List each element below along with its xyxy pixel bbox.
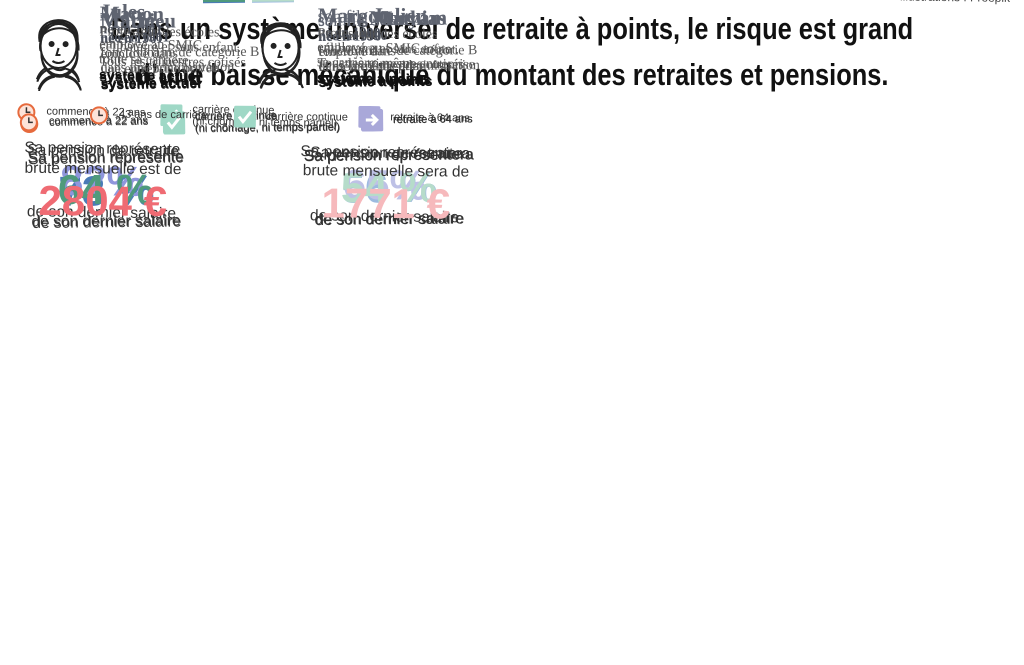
badge-text: carrière continue [266,111,348,124]
badge: carrière continue(ni chômage, ni temps p… [162,109,340,134]
clock-icon [89,106,108,125]
badge-line: carrière continue [265,110,348,124]
pension-label: Sa pension de retraite [27,141,180,161]
person-name: Margot [317,3,386,28]
headline-line: Dans un système universel de retraite à … [110,11,914,46]
pension-bar [251,0,295,2]
person-icon [249,10,312,85]
pension-block: Sa pension de retraite brute mensuelle es… [10,142,196,226]
badge: retraite à 64 ans [360,108,473,132]
person-text: Manon Professeur des écoles célibataire et… [99,1,247,86]
badge: carrière continue [233,105,348,129]
person-system: système actuel [99,68,200,86]
badge-text: retraite à 64 ans [393,113,473,126]
headline: Dans un système universel de retraite à … [0,6,1024,98]
clock-icon [19,113,38,132]
person-detail: Professeur des écoles [99,24,220,41]
pension-value: 2804 € [38,176,168,225]
pension-label: Sa pension de retraite [310,144,463,163]
badge: commence à 22 ans [19,111,148,132]
person-name-line: Margot [317,3,465,28]
person-system: système à points [317,70,431,88]
person-text: Margot Professeur des écoles célibataire e… [317,3,465,88]
card: Manon Professeur des écoles célibataire et… [0,0,1024,227]
pension-bar [202,0,246,3]
arrow-icon [360,108,383,132]
person-icon [27,8,90,83]
badge-text: 43 ans de carrière [119,109,208,122]
badge: 43 ans de carrière [89,104,208,125]
person-name-line: Manon [99,1,247,26]
face-icon [36,21,81,83]
pension-value: 1771 € [321,179,451,228]
person-name: Manon [99,1,165,26]
person-detail: célibataire et sans enfant. [317,41,460,58]
badge-line: 43 ans de carrière [118,108,208,122]
pension-block: Sa pension de retraite brute mensuelle se… [293,144,479,228]
check-icon [162,111,185,134]
face-icon [258,23,303,85]
person-detail: Professeur des écoles [317,26,438,43]
person-detail: célibataire et sans enfant. [99,39,242,56]
badge-line: retraite à 64 ans [392,113,473,126]
check-icon [233,105,257,128]
